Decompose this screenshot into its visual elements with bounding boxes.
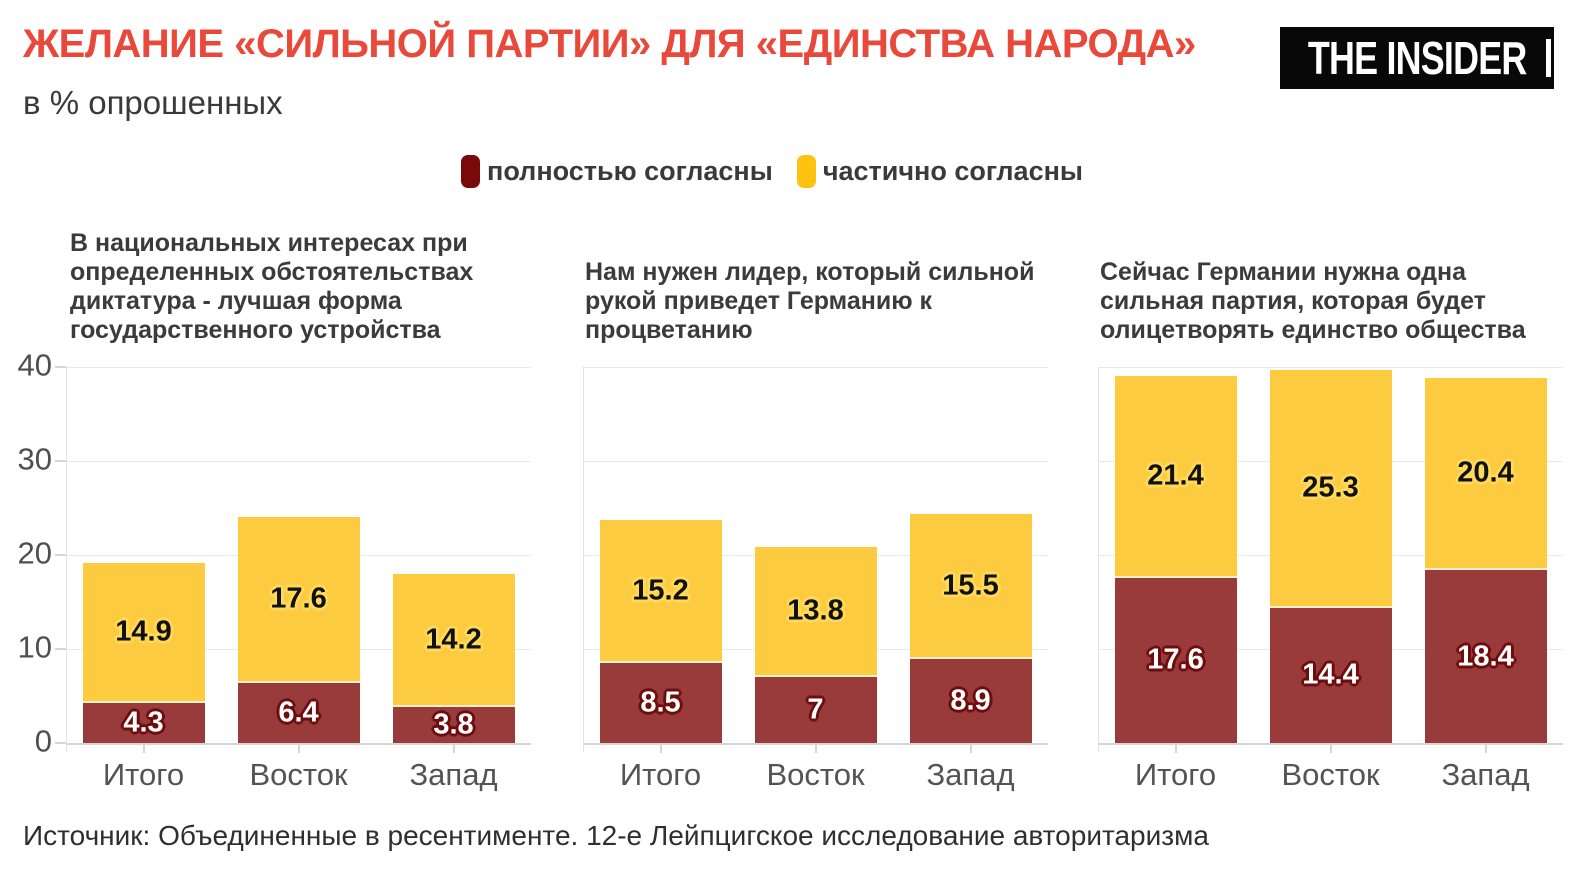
stacked-bar-итого: 21.4 17.6 (1114, 376, 1237, 743)
category-label: Итого (102, 757, 185, 792)
legend-label: полностью согласны (487, 156, 773, 186)
bar-value-label: 14.2 (425, 623, 482, 656)
bar-slot: 15.5 8.9 (893, 367, 1048, 743)
page-subtitle: в % опрошенных (23, 84, 283, 121)
bar-segment: 13.8 (754, 547, 877, 678)
bar-segment: 8.5 (599, 663, 722, 743)
chart-title: В национальных интересах при определенны… (70, 229, 474, 344)
page-title: ЖЕЛАНИЕ «СИЛЬНОЙ ПАРТИИ» ДЛЯ «ЕДИНСТВА Н… (23, 22, 1196, 66)
bar-segment: 21.4 (1114, 376, 1237, 578)
plot-area: 15.2 8.5 13.8 7 15.5 8.9 (583, 367, 1048, 752)
legend-swatch-yellow (796, 155, 816, 188)
bars-row: 21.4 17.6 25.3 14.4 20.4 18.4 (1098, 367, 1563, 743)
y-axis-tick (55, 554, 66, 556)
y-axis-tick (55, 648, 66, 650)
category-label: Итого (1134, 757, 1217, 792)
y-axis-tick (55, 366, 66, 368)
legend: полностью согласны частично согласны (0, 155, 1566, 188)
bar-value-label: 3.8 (433, 708, 474, 741)
legend-item-partially-agree: частично согласны (796, 155, 1083, 188)
logo-text: THE INSIDER (1307, 32, 1527, 84)
y-axis-tick-label: 10 (17, 629, 52, 665)
logo-cursor-bar (1546, 39, 1551, 77)
bar-slot: 15.2 8.5 (583, 367, 738, 743)
bar-slot: 13.8 7 (738, 367, 893, 743)
the-insider-logo: THE INSIDER (1280, 27, 1554, 89)
bar-segment: 17.6 (237, 517, 360, 683)
bar-value-label: 25.3 (1302, 471, 1359, 504)
legend-label: частично согласны (822, 156, 1083, 186)
stacked-bar-восток: 25.3 14.4 (1269, 369, 1392, 743)
y-axis-tick-label: 30 (17, 441, 52, 477)
category-label: Итого (619, 757, 702, 792)
y-axis-tick-label: 20 (17, 535, 52, 571)
plot-area: 0 10 20 30 40 14.9 4.3 17.6 6.4 14.2 3.8 (18, 348, 531, 759)
stacked-bar-восток: 17.6 6.4 (237, 517, 360, 743)
bar-segment: 20.4 (1424, 378, 1547, 571)
stacked-bar-запад: 14.2 3.8 (392, 573, 515, 743)
bar-value-label: 14.4 (1302, 658, 1359, 691)
y-axis-tick-label: 40 (17, 347, 52, 383)
legend-item-fully-agree: полностью согласны (461, 155, 773, 188)
bar-segment: 6.4 (237, 682, 360, 743)
bar-value-label: 17.6 (270, 582, 327, 615)
category-label: Запад (409, 757, 498, 792)
source-note: Источник: Объединенные в ресентименте. 1… (23, 820, 1209, 851)
stacked-bar-запад: 20.4 18.4 (1424, 378, 1547, 743)
bar-value-label: 15.5 (942, 569, 999, 601)
y-axis-tick (55, 742, 66, 744)
x-axis-labels: Итого Восток Запад (583, 757, 1048, 793)
stacked-bar-итого: 15.2 8.5 (599, 520, 722, 743)
plot-area: 21.4 17.6 25.3 14.4 20.4 18.4 (1098, 367, 1563, 752)
chart-title: Нам нужен лидер, который сильной рукой п… (585, 258, 1035, 344)
bar-value-label: 6.4 (278, 696, 319, 729)
bar-value-label: 8.5 (640, 686, 681, 719)
bar-segment: 4.3 (82, 702, 205, 743)
chart-title: Сейчас Германии нужна одна сильная парти… (1100, 258, 1526, 344)
bar-value-label: 8.9 (950, 684, 991, 717)
bar-slot: 25.3 14.4 (1253, 367, 1408, 743)
bar-value-label: 13.8 (787, 594, 844, 627)
y-axis-tick-label: 0 (34, 723, 52, 759)
x-axis-labels: Итого Восток Запад (1098, 757, 1563, 793)
x-axis-labels: Итого Восток Запад (66, 757, 531, 793)
bar-segment: 14.2 (392, 573, 515, 708)
category-label: Восток (249, 757, 348, 792)
bar-slot: 14.2 3.8 (376, 367, 531, 743)
y-axis-tick (55, 460, 66, 462)
bar-slot: 21.4 17.6 (1098, 367, 1253, 743)
stacked-bar-запад: 15.5 8.9 (909, 513, 1032, 743)
category-label: Запад (1441, 757, 1530, 792)
bar-value-label: 18.4 (1457, 640, 1514, 673)
category-label: Запад (926, 757, 1015, 792)
bar-value-label: 17.6 (1147, 643, 1204, 676)
bar-value-label: 21.4 (1147, 459, 1204, 492)
bar-value-label: 4.3 (123, 706, 164, 739)
bar-segment: 14.4 (1269, 607, 1392, 743)
bar-value-label: 20.4 (1457, 456, 1514, 489)
bar-segment: 25.3 (1269, 369, 1392, 608)
bar-segment: 18.4 (1424, 570, 1547, 743)
bar-slot: 20.4 18.4 (1408, 367, 1563, 743)
category-label: Восток (766, 757, 865, 792)
bar-segment: 14.9 (82, 562, 205, 703)
bar-value-label: 7 (807, 693, 824, 726)
bar-segment: 3.8 (392, 707, 515, 743)
bar-slot: 17.6 6.4 (221, 367, 376, 743)
bar-segment: 7 (754, 677, 877, 743)
bar-value-label: 15.2 (632, 574, 689, 607)
bars-row: 14.9 4.3 17.6 6.4 14.2 3.8 (66, 367, 531, 743)
bar-value-label: 14.9 (115, 615, 172, 648)
stacked-bar-итого: 14.9 4.3 (82, 562, 205, 743)
bars-row: 15.2 8.5 13.8 7 15.5 8.9 (583, 367, 1048, 743)
bar-segment: 8.9 (909, 659, 1032, 743)
stacked-bar-восток: 13.8 7 (754, 547, 877, 743)
bar-segment: 17.6 (1114, 577, 1237, 743)
bar-slot: 14.9 4.3 (66, 367, 221, 743)
bar-segment: 15.2 (599, 520, 722, 664)
bar-segment: 15.5 (909, 513, 1032, 660)
legend-swatch-dark-red (461, 155, 481, 188)
category-label: Восток (1281, 757, 1380, 792)
